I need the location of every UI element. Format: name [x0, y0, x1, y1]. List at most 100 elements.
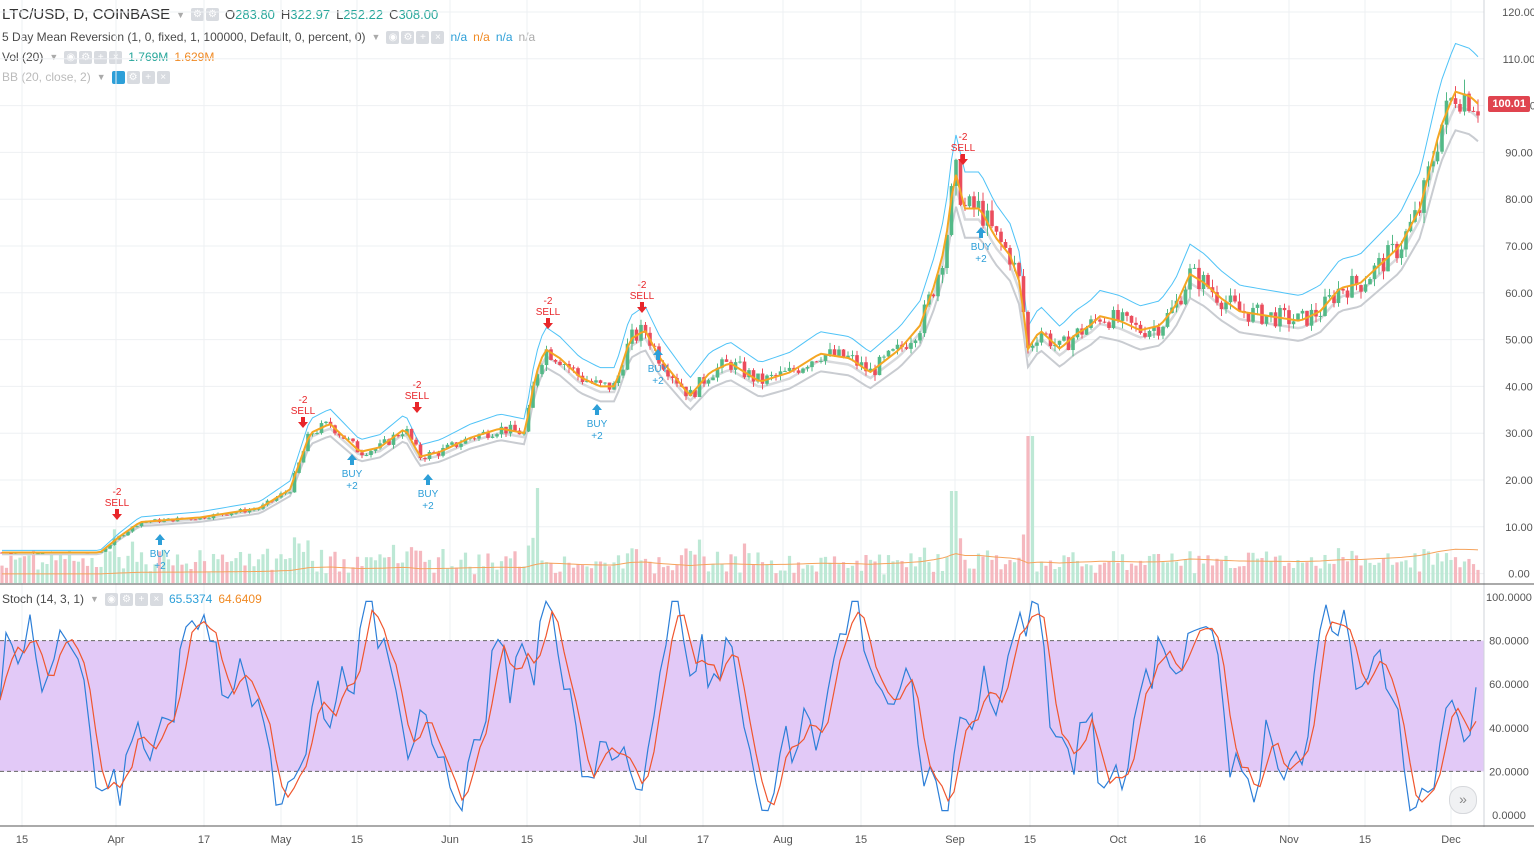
- volume-bar: [553, 572, 558, 583]
- close-icon[interactable]: ×: [156, 70, 170, 84]
- candle-body: [1395, 243, 1399, 259]
- candle-body: [346, 438, 351, 440]
- volume-bar: [1444, 553, 1449, 583]
- volume-bar: [1399, 561, 1404, 583]
- stoch-panel[interactable]: 100.0000 80.0000 60.0000 40.0000 20.0000 0.00…: [0, 585, 1534, 827]
- volume-bar: [468, 566, 472, 583]
- volume-bar: [436, 557, 441, 583]
- time-axis[interactable]: 15 Apr 17 May 15 Jun 15 Jul 17 Aug 15 Sep 15 Oct 16 Nov…: [0, 827, 1534, 852]
- plus-icon[interactable]: +: [141, 70, 155, 84]
- gear-icon[interactable]: ⚙: [126, 70, 140, 84]
- candle-body: [1431, 161, 1435, 167]
- gear-icon[interactable]: ⚙: [79, 50, 93, 64]
- volume-bar: [571, 567, 576, 583]
- mean-reversion-label[interactable]: 5 Day Mean Reversion (1, 0, fixed, 1, 10…: [2, 30, 366, 44]
- candle-body: [864, 362, 868, 372]
- volume-bar: [189, 568, 193, 583]
- price-axis-label: 80.00: [1505, 194, 1533, 206]
- symbol-title[interactable]: LTC/USD, D, COINBASE: [2, 6, 171, 23]
- volume-bar: [18, 557, 22, 583]
- arrow-up-icon: [592, 404, 602, 415]
- buy-signal[interactable]: BUY+2: [971, 227, 992, 265]
- candle-body: [751, 370, 756, 382]
- volume-bar: [693, 554, 697, 583]
- eye-icon[interactable]: ◉: [104, 592, 118, 606]
- volume-bar: [796, 562, 801, 583]
- chevron-down-icon[interactable]: ▼: [96, 72, 106, 82]
- buy-signal[interactable]: BUY+2: [648, 349, 669, 387]
- volume-bar: [445, 568, 450, 583]
- gear-icon[interactable]: ⚙: [119, 592, 133, 606]
- plus-icon[interactable]: +: [134, 592, 148, 606]
- candle-body: [103, 548, 108, 552]
- volume-bar: [625, 553, 630, 583]
- arrow-up-icon: [155, 534, 165, 545]
- volume-bar: [931, 571, 936, 583]
- close-icon[interactable]: ×: [431, 30, 445, 44]
- volume-bar: [441, 548, 445, 583]
- bb-label[interactable]: BB (20, close, 2): [2, 70, 91, 84]
- eye-icon[interactable]: ◉: [64, 50, 78, 64]
- stoch-label[interactable]: Stoch (14, 3, 1): [2, 592, 85, 606]
- candle-body: [1354, 275, 1359, 286]
- candle-body: [1341, 288, 1345, 291]
- volume-bar: [1192, 573, 1197, 583]
- candle-body: [229, 513, 234, 516]
- chevron-down-icon[interactable]: ▼: [49, 52, 59, 62]
- price-chart[interactable]: 120.00110.00100.0090.0080.0070.0060.0050…: [0, 0, 1534, 585]
- volume-bar: [1368, 562, 1372, 583]
- volume-bar: [1111, 551, 1116, 583]
- candle-body: [967, 196, 972, 207]
- volume-bar: [792, 572, 796, 583]
- candle-body: [1233, 295, 1237, 302]
- candle-body: [643, 324, 648, 333]
- chevron-down-icon[interactable]: ▼: [371, 32, 381, 42]
- buy-signal[interactable]: BUY+2: [150, 534, 171, 572]
- candle-body: [958, 159, 963, 205]
- stoch-axis-label: 40.0000: [1489, 723, 1529, 735]
- volume-bar: [994, 555, 999, 583]
- volume-bar: [1359, 565, 1363, 583]
- candle-body: [1062, 336, 1066, 341]
- volume-bar: [36, 569, 40, 583]
- volume-bar: [270, 569, 274, 583]
- plus-icon[interactable]: +: [416, 30, 430, 44]
- candle-body: [886, 350, 891, 357]
- chevron-down-icon[interactable]: ▼: [90, 594, 99, 604]
- mean-reversion-value-3: n/a: [495, 30, 513, 44]
- volume-label[interactable]: Vol (20): [2, 50, 44, 64]
- volume-bar: [1264, 551, 1269, 583]
- volume-bar: [909, 553, 913, 583]
- chevron-down-icon[interactable]: ▼: [176, 9, 186, 20]
- candle-body: [288, 492, 292, 494]
- close-icon[interactable]: ×: [149, 592, 163, 606]
- buy-signal[interactable]: BUY+2: [587, 404, 608, 442]
- buy-signal[interactable]: BUY+2: [342, 454, 363, 492]
- candle-body: [1381, 258, 1386, 272]
- gear-icon[interactable]: ⚙: [191, 8, 205, 21]
- volume-bar: [427, 559, 432, 583]
- eye-icon[interactable]: ◉: [386, 30, 400, 44]
- volume-bar: [814, 571, 819, 583]
- volume-bar: [841, 562, 846, 583]
- arrow-up-icon: [347, 454, 357, 465]
- double-chevron-right-icon[interactable]: »: [1449, 786, 1477, 814]
- volume-bar: [720, 564, 724, 583]
- gear-icon[interactable]: ⚙: [206, 8, 220, 21]
- plus-icon[interactable]: +: [94, 50, 108, 64]
- eye-icon[interactable]: ◉: [111, 70, 125, 84]
- volume-bar: [504, 556, 508, 583]
- mean-reversion-buttons: ◉ ⚙ + ×: [386, 30, 445, 44]
- volume-bar: [1467, 558, 1471, 583]
- volume-bar: [1165, 562, 1170, 583]
- volume-bar: [711, 563, 715, 583]
- buy-signal[interactable]: BUY+2: [418, 474, 439, 512]
- volume-bar: [261, 554, 265, 583]
- gear-icon[interactable]: ⚙: [401, 30, 415, 44]
